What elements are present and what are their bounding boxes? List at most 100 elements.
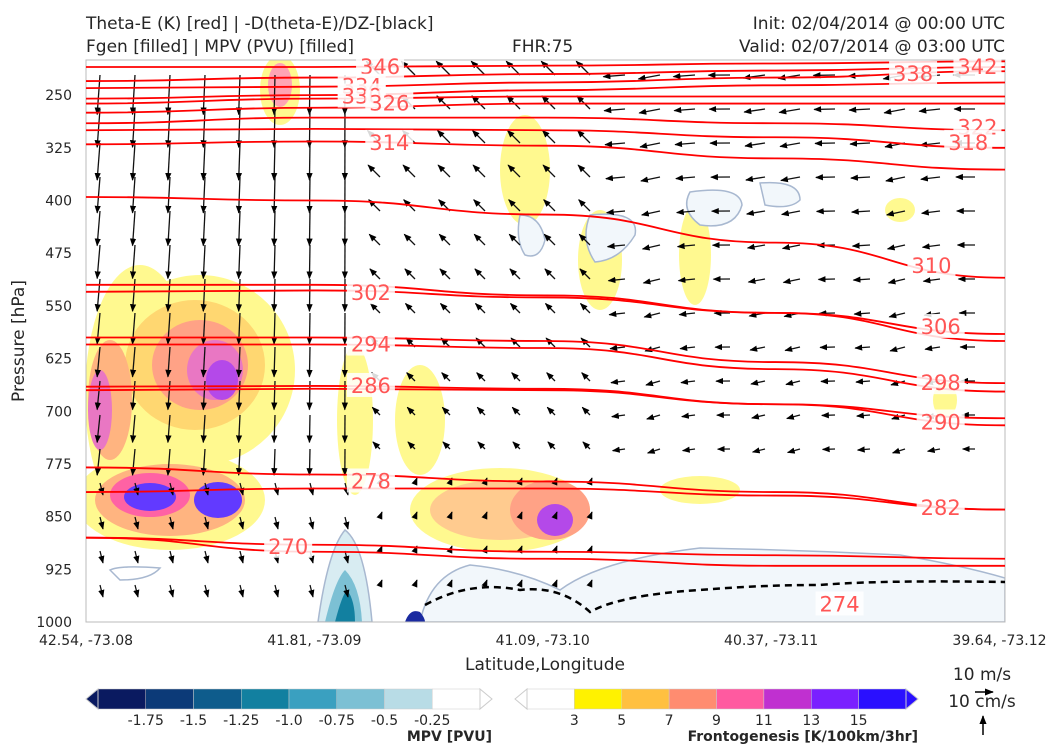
wind-vector [308, 584, 315, 598]
wind-vector [745, 209, 766, 216]
wind-vector [751, 447, 766, 454]
wind-vector [442, 441, 451, 450]
wind-vector [675, 174, 696, 182]
wind-vector [168, 550, 175, 564]
wind-vector [94, 278, 101, 312]
colorbar-segment [193, 688, 242, 710]
theta-e-label-270: 270 [268, 535, 308, 559]
wind-vector [271, 346, 278, 378]
colorbar-segment [432, 688, 481, 710]
wind-vector [511, 372, 521, 382]
wind-vector [611, 446, 626, 453]
wind-vector [751, 413, 766, 420]
colorbar-tick: 7 [665, 713, 674, 729]
colorbar-tick: -1.0 [275, 713, 302, 729]
colorbar-extend [905, 687, 919, 711]
wind-vector [306, 346, 313, 378]
wind-vector [343, 516, 350, 530]
wind-vector [133, 482, 140, 496]
contour-label-bg [264, 533, 313, 558]
wind-vector [200, 108, 207, 149]
wind-vector [606, 242, 626, 250]
wind-vector [675, 208, 696, 216]
wind-vector [610, 378, 626, 385]
wind-vector [678, 310, 696, 318]
wind-vector [743, 107, 766, 115]
wind-vector [856, 446, 871, 453]
wind-vector [676, 242, 696, 250]
x-axis-ticks: 42.54, -73.08 41.81, -73.09 41.09, -73.10 4… [39, 633, 1047, 649]
wind-vector [402, 164, 416, 178]
wind-vector [509, 302, 521, 314]
wind-vector [673, 106, 696, 114]
wind-vector [369, 302, 381, 314]
wind-vector [582, 441, 591, 450]
wind-vector [271, 448, 278, 476]
wind-vector [508, 199, 521, 212]
wind-vector [165, 210, 172, 247]
wind-vector [470, 60, 486, 76]
wind-vectors [94, 60, 976, 598]
wind-vector [639, 142, 661, 149]
wind-vector [343, 584, 350, 598]
wind-vector [745, 175, 766, 183]
stability-contour [424, 580, 1005, 614]
contour-label-bg [889, 61, 938, 86]
theta-e-contour-326 [86, 102, 1005, 114]
wind-vector [165, 142, 172, 181]
colorbar-tick: -1.25 [223, 713, 259, 729]
wind-vector [855, 378, 871, 385]
wind-vector [516, 579, 523, 588]
colorbar-segment [97, 688, 146, 710]
theta-e-contour-330 [86, 95, 1005, 105]
theta-e-contour-318 [86, 127, 1005, 149]
wind-vector [406, 406, 416, 416]
theta-e-contour-270 [86, 536, 1005, 567]
wind-vector [886, 244, 906, 251]
wind-vector [547, 441, 556, 450]
wind-vector [98, 516, 105, 530]
wind-vector [446, 511, 453, 520]
wind-vector [306, 278, 313, 312]
contour-label-bg [953, 54, 1002, 79]
theta-e-label-342: 342 [957, 55, 997, 79]
wind-vector [505, 60, 521, 76]
wind-vector [238, 550, 245, 564]
wind-vector [476, 372, 486, 382]
wind-vector [439, 302, 451, 314]
theta-e-contour-310 [86, 196, 1005, 279]
wind-vector [888, 312, 906, 319]
wind-vector [680, 378, 696, 385]
wind-vector [165, 244, 172, 280]
theta-e-contour-346 [86, 60, 1005, 68]
theta-e-contours [86, 60, 1005, 567]
init-time: Init: 02/04/2014 @ 00:00 UTC [752, 14, 1005, 34]
wind-vector [94, 312, 101, 345]
wind-vector [235, 244, 243, 280]
wind-vector [781, 244, 801, 251]
contour-label-bg [944, 129, 993, 154]
colorbar-tick: -0.75 [319, 713, 355, 729]
wind-vector [924, 345, 941, 352]
wind-vector [133, 516, 140, 530]
theta-e-label-306: 306 [921, 315, 961, 339]
wind-vector [646, 413, 661, 420]
wind-vector [200, 74, 207, 116]
contour-label-bg [346, 280, 395, 305]
contour-label-bg [916, 495, 965, 520]
theta-e-label-314: 314 [369, 131, 409, 155]
theta-e-contour-314 [86, 140, 1005, 171]
wind-vector [644, 346, 661, 353]
wind-vector [922, 277, 941, 284]
wind-vector [271, 414, 278, 444]
wind-vector [98, 550, 105, 564]
wind-vector [168, 584, 175, 598]
wind-vector [271, 244, 278, 280]
wind-vector [516, 545, 523, 554]
wind-vector [235, 210, 243, 247]
wind-vector [640, 176, 661, 183]
colorbar-tick: 9 [712, 713, 721, 729]
wind-vector [852, 276, 871, 283]
wind-vector [578, 233, 591, 246]
wind-vector [376, 545, 383, 554]
